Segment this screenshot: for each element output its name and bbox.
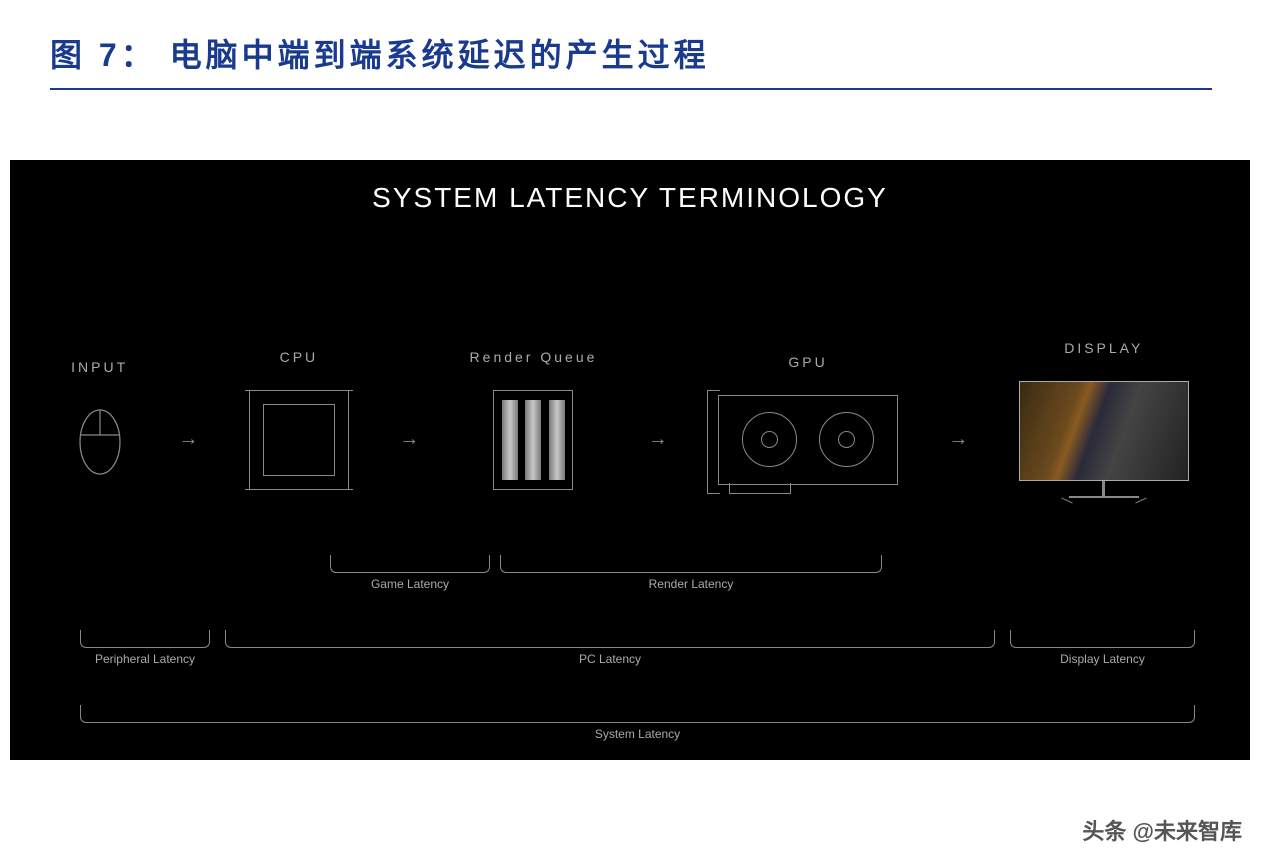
figure-number: 图 7：: [50, 37, 157, 73]
stage-label: GPU: [788, 354, 827, 370]
bracket-label: PC Latency: [226, 652, 994, 666]
figure-title: 图 7： 电脑中端到端系统延迟的产生过程: [50, 30, 1212, 90]
latency-diagram: SYSTEM LATENCY TERMINOLOGY INPUT → CPU →…: [10, 160, 1250, 760]
figure-header: 图 7： 电脑中端到端系统延迟的产生过程: [0, 0, 1262, 100]
stage-label: CPU: [280, 349, 319, 365]
bracket-label: Peripheral Latency: [81, 652, 209, 666]
arrow-icon: →: [399, 428, 419, 451]
stage-cpu: CPU: [249, 349, 349, 490]
queue-icon: [493, 390, 573, 490]
figure-caption: 电脑中端到端系统延迟的产生过程: [170, 37, 710, 73]
pipeline-row: INPUT → CPU → Render Queue →: [10, 340, 1250, 498]
diagram-title: SYSTEM LATENCY TERMINOLOGY: [10, 160, 1250, 214]
bracket-render-latency: Render Latency: [500, 555, 882, 573]
monitor-icon: [1019, 381, 1189, 498]
bracket-game-latency: Game Latency: [330, 555, 490, 573]
arrow-icon: →: [179, 428, 199, 451]
stage-display: DISPLAY: [1019, 340, 1189, 498]
gpu-fan-icon: [819, 412, 874, 467]
stage-render-queue: Render Queue: [470, 349, 598, 490]
gpu-card-icon: [718, 395, 898, 485]
arrow-icon: →: [948, 428, 968, 451]
stage-label: Render Queue: [470, 349, 598, 365]
bracket-label: Display Latency: [1011, 652, 1194, 666]
cpu-chip-icon: [249, 390, 349, 490]
mouse-icon: [75, 400, 125, 480]
arrow-icon: →: [648, 428, 668, 451]
stage-label: INPUT: [71, 359, 128, 375]
bracket-pc-latency: PC Latency: [225, 630, 995, 648]
watermark: 头条 @未来智库: [1082, 814, 1242, 846]
stage-label: DISPLAY: [1064, 340, 1143, 356]
bracket-display-latency: Display Latency: [1010, 630, 1195, 648]
gpu-fan-icon: [742, 412, 797, 467]
bracket-peripheral-latency: Peripheral Latency: [80, 630, 210, 648]
bracket-label: Game Latency: [331, 577, 489, 591]
bracket-label: System Latency: [81, 727, 1194, 741]
stage-gpu: GPU: [718, 354, 898, 485]
bracket-system-latency: System Latency: [80, 705, 1195, 723]
stage-input: INPUT: [71, 359, 128, 480]
bracket-label: Render Latency: [501, 577, 881, 591]
